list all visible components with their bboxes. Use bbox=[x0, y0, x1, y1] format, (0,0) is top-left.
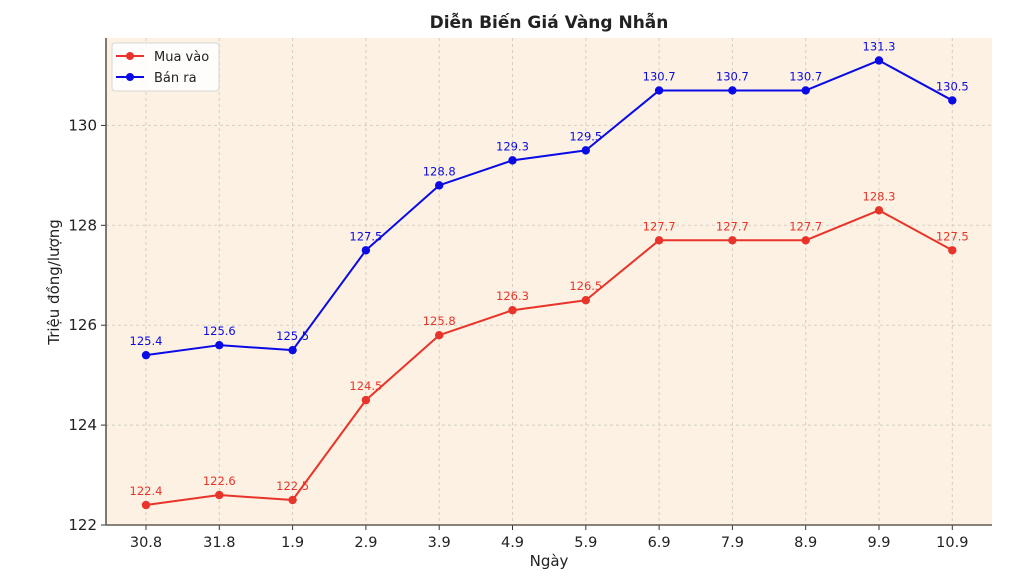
data-point-buy bbox=[435, 330, 444, 340]
data-label-sell: 130.7 bbox=[716, 69, 749, 83]
data-point-sell bbox=[801, 86, 810, 95]
data-label-sell: 127.5 bbox=[349, 229, 382, 243]
data-label-buy: 126.5 bbox=[569, 279, 602, 293]
data-point-sell bbox=[288, 345, 297, 355]
data-label-sell: 129.5 bbox=[569, 129, 602, 143]
plot-area bbox=[106, 38, 992, 525]
series-lines bbox=[141, 56, 957, 510]
data-point-sell bbox=[654, 86, 664, 95]
y-tick-label: 126 bbox=[68, 316, 97, 334]
x-tick-label: 7.9 bbox=[721, 535, 744, 551]
data-point-sell bbox=[948, 96, 957, 105]
data-point-sell bbox=[728, 86, 737, 95]
data-point-sell bbox=[141, 350, 151, 360]
data-label-buy: 124.5 bbox=[349, 379, 382, 393]
data-label-buy: 122.5 bbox=[276, 479, 309, 493]
data-label-sell: 131.3 bbox=[863, 39, 896, 53]
legend-item-buy: Mua vào bbox=[116, 50, 209, 65]
data-point-buy bbox=[581, 296, 590, 305]
data-label-sell: 128.8 bbox=[423, 164, 456, 178]
data-point-buy bbox=[215, 490, 224, 500]
data-label-buy: 122.6 bbox=[203, 474, 236, 488]
x-tick-label: 2.9 bbox=[354, 535, 377, 551]
data-point-sell bbox=[508, 156, 517, 165]
data-label-sell: 125.6 bbox=[203, 324, 236, 338]
data-point-buy bbox=[288, 495, 297, 505]
y-tick-label: 122 bbox=[68, 516, 97, 534]
x-tick-label: 8.9 bbox=[794, 535, 817, 551]
x-axis-label: Ngày bbox=[530, 552, 569, 570]
data-point-sell bbox=[361, 246, 371, 255]
legend-dot-marker-icon bbox=[126, 52, 134, 60]
y-tick-label: 130 bbox=[68, 116, 97, 134]
legend: Mua vào Bán ra bbox=[111, 42, 220, 92]
legend-label-buy: Mua vào bbox=[154, 50, 209, 65]
data-point-buy bbox=[654, 236, 664, 245]
y-axis-label: Triệu đồng/lượng bbox=[45, 219, 63, 345]
x-tick-label: 1.9 bbox=[281, 535, 304, 551]
data-point-sell bbox=[215, 340, 224, 350]
data-point-buy bbox=[874, 206, 884, 215]
legend-item-sell: Bán ra bbox=[116, 71, 197, 86]
data-label-buy: 125.8 bbox=[423, 314, 456, 328]
data-point-sell bbox=[581, 146, 590, 155]
data-label-sell: 129.3 bbox=[496, 139, 529, 153]
chart-title: Diễn Biến Giá Vàng Nhẫn bbox=[430, 11, 669, 33]
series-line-buy bbox=[145, 209, 953, 507]
data-point-sell bbox=[874, 56, 884, 65]
x-tick-label: 10.9 bbox=[936, 535, 968, 551]
data-label-sell: 130.5 bbox=[936, 79, 969, 93]
x-tick-label: 4.9 bbox=[501, 535, 524, 551]
x-tick-label: 9.9 bbox=[867, 535, 890, 551]
y-tick-label: 128 bbox=[68, 216, 97, 234]
data-point-buy bbox=[508, 306, 517, 315]
data-label-sell: 125.5 bbox=[276, 329, 309, 343]
x-tick-label: 5.9 bbox=[574, 535, 597, 551]
legend-label-sell: Bán ra bbox=[154, 71, 197, 86]
series-line-sell bbox=[145, 59, 953, 357]
axes: 30.8 31.8 1.9 2.9 3.9 4.9 5.9 6.9 7.9 8.9 9.9 10.9 1… bbox=[68, 38, 992, 551]
x-tick-label: 3.9 bbox=[428, 535, 451, 551]
y-tick-label: 124 bbox=[68, 416, 97, 434]
data-label-buy: 127.7 bbox=[716, 219, 749, 233]
legend-dot-marker-icon bbox=[126, 73, 134, 81]
data-label-buy: 122.4 bbox=[130, 484, 163, 498]
data-labels: 122.4 122.6 122.5 124.5 125.8 126.3 126.5 127.7… bbox=[130, 39, 969, 498]
x-tick-label: 30.8 bbox=[130, 535, 162, 551]
data-label-sell: 130.7 bbox=[789, 69, 822, 83]
data-label-buy: 126.3 bbox=[496, 289, 529, 303]
x-tick-label: 31.8 bbox=[203, 535, 235, 551]
data-point-buy bbox=[801, 236, 810, 245]
plot-background bbox=[106, 38, 992, 525]
data-label-buy: 127.7 bbox=[789, 219, 822, 233]
data-label-sell: 125.4 bbox=[130, 334, 163, 348]
data-label-sell: 130.7 bbox=[643, 69, 676, 83]
data-point-buy bbox=[948, 246, 957, 255]
x-tick-label: 6.9 bbox=[648, 535, 671, 551]
data-point-sell bbox=[435, 181, 444, 190]
data-label-buy: 128.3 bbox=[863, 189, 896, 203]
data-label-buy: 127.7 bbox=[643, 219, 676, 233]
data-point-buy bbox=[361, 395, 371, 405]
data-point-buy bbox=[728, 236, 737, 245]
data-label-buy: 127.5 bbox=[936, 229, 969, 243]
data-point-buy bbox=[141, 500, 151, 510]
